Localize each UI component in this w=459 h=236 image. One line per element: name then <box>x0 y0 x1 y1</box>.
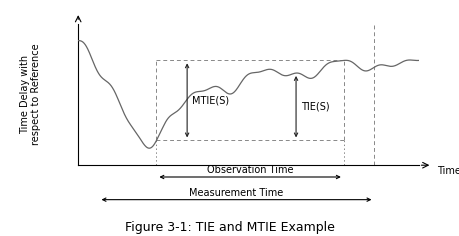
Text: TIE(S): TIE(S) <box>301 102 329 112</box>
Text: Time Delay with
respect to Reference: Time Delay with respect to Reference <box>20 44 41 145</box>
Text: Figure 3-1: TIE and MTIE Example: Figure 3-1: TIE and MTIE Example <box>125 221 334 234</box>
Text: Time: Time <box>437 166 459 176</box>
Text: Observation Time: Observation Time <box>207 165 293 175</box>
Text: Measurement Time: Measurement Time <box>189 188 283 198</box>
Text: MTIE(S): MTIE(S) <box>192 95 229 105</box>
